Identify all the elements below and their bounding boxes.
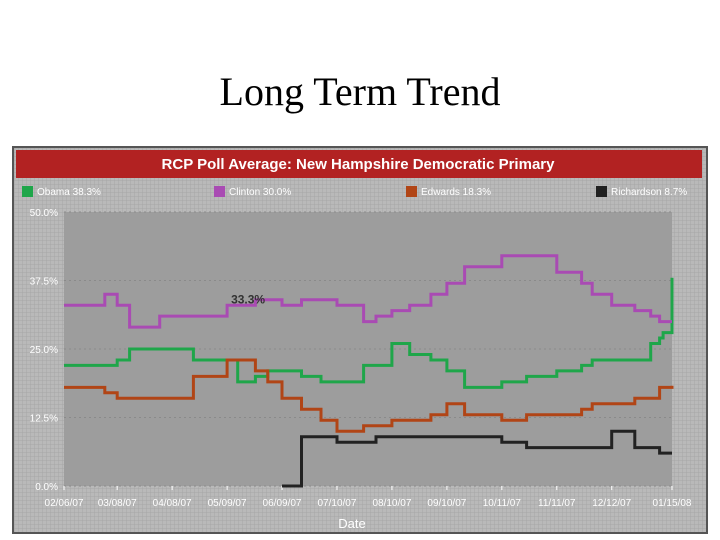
y-tick-label: 50.0%	[30, 208, 58, 219]
poll-chart: RCP Poll Average: New Hampshire Democrat…	[14, 148, 706, 532]
y-tick-label: 37.5%	[30, 277, 58, 288]
y-tick-label: 12.5%	[30, 414, 58, 425]
legend: Obama 38.3% Clinton 30.0% Edwards 18.3% Ric…	[22, 186, 687, 198]
x-tick-label: 01/15/08	[653, 498, 692, 509]
x-tick-label: 08/10/07	[372, 498, 411, 509]
y-axis: 0.0% 12.5% 25.0% 37.5% 50.0%	[30, 208, 58, 493]
legend-swatch	[406, 186, 417, 197]
series-line	[64, 254, 672, 329]
x-tick-label: 10/11/07	[483, 498, 522, 509]
legend-swatch	[214, 186, 225, 197]
legend-label: Edwards 18.3%	[421, 187, 491, 198]
x-tick-label: 07/10/07	[318, 498, 357, 509]
annotation-label: 33.3%	[231, 293, 265, 307]
series-lines	[64, 254, 674, 488]
title-bar	[16, 150, 702, 178]
x-tick-label: 03/08/07	[98, 498, 137, 509]
x-axis: 02/06/07 03/08/07 04/08/07 05/09/07 06/09/07…	[45, 486, 692, 509]
legend-label: Obama 38.3%	[37, 187, 101, 198]
legend-swatch	[22, 186, 33, 197]
x-axis-label: Date	[338, 516, 365, 531]
x-tick-label: 04/08/07	[153, 498, 192, 509]
legend-label: Clinton 30.0%	[229, 187, 291, 198]
series-line	[64, 358, 674, 433]
chart-title: RCP Poll Average: New Hampshire Democrat…	[162, 156, 556, 173]
x-tick-label: 02/06/07	[45, 498, 84, 509]
series-line	[282, 429, 672, 488]
x-tick-label: 12/12/07	[592, 498, 631, 509]
legend-label: Richardson 8.7%	[611, 187, 687, 198]
x-tick-label: 06/09/07	[263, 498, 302, 509]
y-tick-label: 0.0%	[35, 482, 58, 493]
x-tick-label: 09/10/07	[427, 498, 466, 509]
x-tick-label: 05/09/07	[208, 498, 247, 509]
legend-swatch	[596, 186, 607, 197]
y-tick-label: 25.0%	[30, 345, 58, 356]
chart-frame: RCP Poll Average: New Hampshire Democrat…	[12, 146, 708, 534]
slide-title: Long Term Trend	[219, 69, 501, 114]
x-tick-label: 11/11/07	[538, 498, 576, 509]
annotations: 33.3%	[231, 293, 265, 307]
